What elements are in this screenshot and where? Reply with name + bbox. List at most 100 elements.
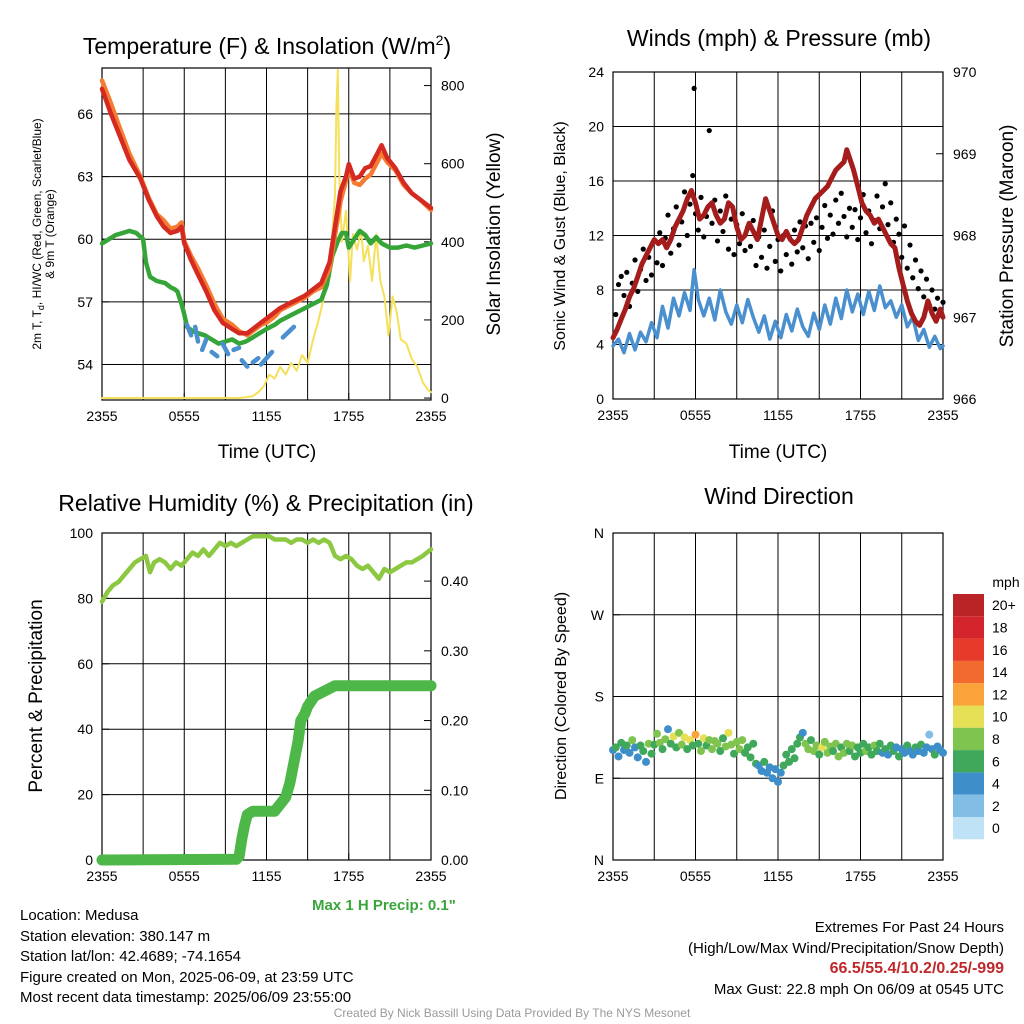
colorbar-label: 20+: [992, 597, 1016, 613]
winds-panel: Winds (mph) & Pressure (mb) Time (UTC) S…: [552, 25, 1018, 463]
colorbar-swatch: [953, 750, 984, 773]
colorbar-swatch: [953, 616, 984, 639]
wind-direction-point: [790, 754, 799, 763]
wind-direction-point: [820, 737, 829, 746]
wind-direction-point: [875, 739, 884, 748]
gust-point: [731, 251, 737, 258]
colorbar-swatch: [953, 705, 984, 728]
gust-point: [767, 243, 773, 249]
gust-point: [778, 268, 784, 274]
temp-y2tick-label: 600: [441, 156, 465, 172]
wind-direction-point: [719, 734, 727, 743]
colorbar-label: 18: [992, 619, 1008, 635]
gust-point: [736, 241, 743, 247]
gust-point: [855, 236, 861, 243]
nine-m-temperature-line: [99, 78, 434, 338]
location-text: Location: Medusa: [20, 907, 139, 924]
gust-point: [725, 246, 732, 252]
humidity-panel: Relative Humidity (%) & Precipitation (i…: [26, 490, 474, 884]
gust-point: [723, 193, 729, 199]
gust-point: [910, 275, 916, 281]
wind-direction-point: [716, 747, 725, 755]
colorbar-swatch: [953, 638, 984, 661]
created-text: Figure created on Mon, 2025-06-09, at 23…: [20, 968, 354, 986]
temp-ytick-label: 57: [77, 294, 93, 310]
temp-xtick-label: 2355: [415, 408, 446, 424]
pressure-ylabel: Station Pressure (Maroon): [997, 125, 1018, 348]
gust-point: [901, 223, 908, 229]
gust-point: [665, 212, 671, 218]
gust-point: [833, 197, 839, 203]
colorbar-label: 16: [992, 642, 1008, 658]
wind-direction-point: [628, 736, 637, 745]
rh-ytick-label: 0: [85, 852, 93, 868]
dir-xtick-label: 0555: [680, 868, 711, 884]
colorbar-swatch: [953, 772, 984, 795]
wind-direction-panel: Wind Direction Direction (Colored By Spe…: [553, 483, 1020, 884]
dir-xtick-label: 2355: [597, 868, 628, 884]
wind-xtick-label: 1155: [763, 407, 793, 423]
dir-ytick-label: N: [594, 852, 604, 868]
humidity-ylabel: Percent & Precipitation: [26, 599, 47, 792]
gust-point: [687, 201, 693, 207]
wind-ytick-label: 24: [588, 64, 604, 80]
wind-ytick-label: 0: [596, 391, 604, 407]
gust-point: [659, 262, 666, 269]
wind-direction-point: [653, 729, 661, 738]
dir-ytick-label: N: [594, 525, 604, 541]
colorbar-label: 6: [992, 753, 1000, 769]
station-info: Location: Medusa Station elevation: 380.…: [20, 906, 354, 1009]
gust-point: [874, 193, 880, 199]
gust-point: [868, 241, 875, 247]
dir-xtick-label: 1155: [763, 868, 793, 884]
gust-point: [844, 234, 850, 240]
gust-point: [863, 230, 869, 236]
winds-title: Winds (mph) & Pressure (mb): [627, 25, 931, 51]
wind-xtick-label: 0555: [680, 407, 711, 423]
wind-direction-point: [774, 777, 782, 786]
rh-xtick-label: 0555: [169, 868, 200, 884]
dewpoint-line: [99, 228, 434, 346]
solar-insolation-line: [101, 69, 432, 399]
temp-xtick-label: 0555: [169, 408, 200, 424]
wind-xtick-label: 1755: [845, 407, 876, 423]
gust-point: [618, 273, 624, 279]
gust-point: [742, 247, 748, 254]
gust-point: [668, 250, 674, 256]
gust-point: [915, 286, 921, 292]
wind-direction-ylabel: Direction (Colored By Speed): [553, 592, 570, 800]
extremes-subheading: (High/Low/Max Wind/Precipitation/Snow De…: [688, 939, 1004, 957]
gust-point: [918, 268, 924, 274]
gust-point: [758, 254, 765, 260]
wind-direction-point: [939, 748, 947, 757]
wind-direction-point: [787, 745, 796, 754]
wind-direction-point: [677, 740, 686, 749]
gust-point: [921, 294, 927, 300]
temp-ytick-label: 54: [77, 357, 93, 373]
wind-ytick-label: 20: [588, 119, 604, 135]
gust-point: [709, 220, 715, 226]
dir-ytick-label: E: [595, 770, 604, 786]
gust-point: [691, 85, 697, 91]
gust-point: [896, 231, 902, 237]
wind-ytick-label: 4: [596, 337, 604, 353]
wind-direction-point: [625, 748, 634, 757]
dir-ytick-label: S: [595, 689, 604, 705]
wind-direction-point: [639, 747, 648, 755]
gust-point: [624, 269, 630, 275]
wind-y2tick-label: 969: [953, 146, 977, 162]
gust-point: [690, 172, 696, 179]
temp-xtick-label: 2355: [86, 408, 117, 424]
gust-point: [676, 242, 682, 248]
wind-direction-point: [675, 728, 683, 737]
gust-point: [753, 262, 759, 269]
gust-point: [819, 224, 825, 230]
wind-direction-point: [633, 753, 642, 762]
temperature-ylabel-line2: & 9m T (Orange): [43, 189, 57, 279]
gust-point: [698, 194, 704, 200]
rh-y2tick-label: 0.40: [441, 573, 468, 589]
temperature-xlabel: Time (UTC): [218, 442, 317, 463]
gust-point: [621, 292, 627, 299]
gust-point: [857, 215, 864, 221]
